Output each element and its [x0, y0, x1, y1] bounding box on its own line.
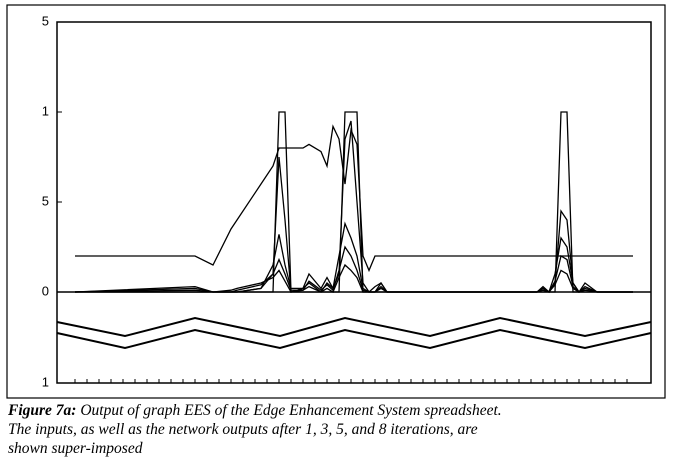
axis-break: [56, 316, 652, 338]
caption: Figure 7a: Output of graph EES of the Ed…: [8, 401, 688, 458]
caption-text: Output of graph EES of the Edge Enhancem…: [80, 402, 502, 419]
chart: 5 1 5 0 1: [6, 4, 666, 399]
axis-break: [56, 328, 652, 350]
y-tick-label: 0: [42, 283, 49, 298]
y-tick-label: 5: [42, 193, 49, 208]
caption-text: The inputs, as well as the network outpu…: [8, 421, 478, 438]
series-line: [74, 245, 633, 293]
y-tick-label: 1: [42, 103, 49, 118]
caption-text: shown super-imposed: [8, 440, 143, 457]
series-line: [74, 120, 633, 293]
caption-label: Figure 7a:: [8, 402, 77, 419]
series-line: [75, 263, 633, 293]
series-line: [74, 221, 633, 294]
plot-frame: [56, 21, 652, 384]
series-line: [75, 111, 633, 293]
y-tick-label: 1: [42, 374, 49, 389]
y-tick-label: 5: [42, 13, 49, 28]
figure-frame: [6, 4, 666, 399]
